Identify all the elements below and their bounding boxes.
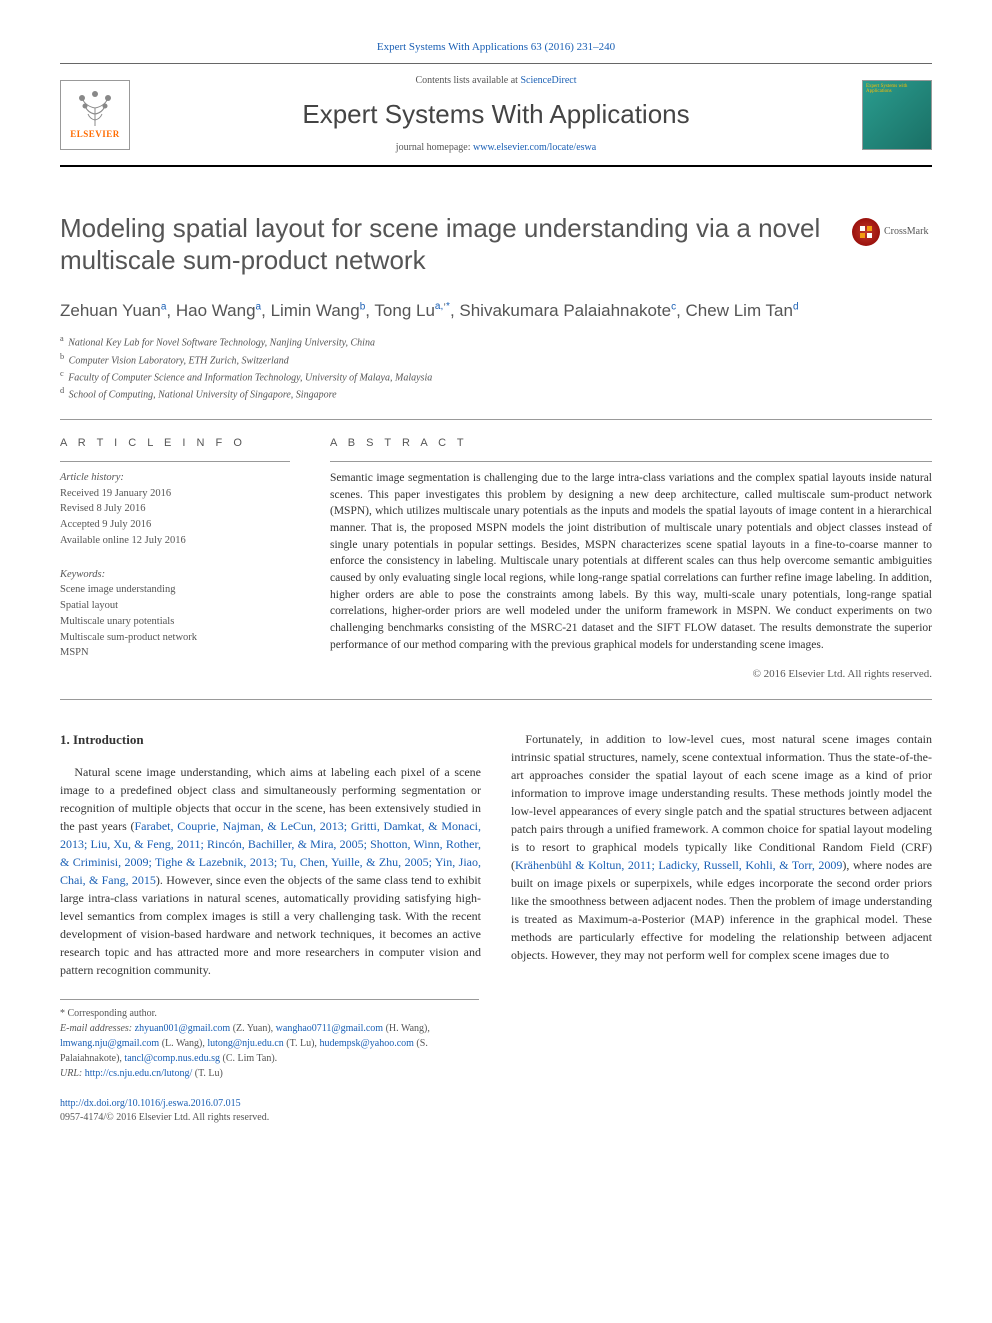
author: Limin Wangb (271, 301, 366, 320)
author: Zehuan Yuana (60, 301, 166, 320)
homepage-link[interactable]: www.elsevier.com/locate/eswa (473, 142, 596, 153)
affiliation: c Faculty of Computer Science and Inform… (60, 368, 932, 385)
corresponding-author: * Corresponding author. (60, 1006, 479, 1021)
header-center: Contents lists available at ScienceDirec… (130, 74, 862, 154)
abstract-text: Semantic image segmentation is challengi… (330, 470, 932, 653)
page: Expert Systems With Applications 63 (201… (0, 0, 992, 1165)
crossmark-badge[interactable]: CrossMark (852, 212, 932, 252)
footnotes: * Corresponding author. E-mail addresses… (60, 999, 479, 1081)
authors-list: Zehuan Yuana, Hao Wanga, Limin Wangb, To… (60, 295, 932, 323)
body-section: 1. Introduction Natural scene image unde… (60, 730, 932, 980)
body-columns: 1. Introduction Natural scene image unde… (60, 730, 932, 980)
homepage-prefix: journal homepage: (396, 142, 473, 153)
author-url-link[interactable]: http://cs.nju.edu.cn/lutong/ (85, 1068, 193, 1079)
url-label: URL: (60, 1068, 82, 1079)
keyword-item: Multiscale unary potentials (60, 614, 290, 630)
author: Hao Wanga (176, 301, 261, 320)
author: Tong Lua,,* (374, 301, 450, 320)
author-url: URL: http://cs.nju.edu.cn/lutong/ (T. Lu… (60, 1066, 479, 1081)
journal-homepage: journal homepage: www.elsevier.com/locat… (130, 141, 862, 155)
article-info-left: A R T I C L E I N F O Article history: R… (60, 436, 290, 683)
doi-link[interactable]: http://dx.doi.org/10.1016/j.eswa.2016.07… (60, 1098, 241, 1109)
citation-link[interactable]: Krähenbühl & Koltun, 2011; Ladicky, Russ… (515, 858, 842, 872)
affiliation: b Computer Vision Laboratory, ETH Zurich… (60, 351, 932, 368)
affiliation: d School of Computing, National Universi… (60, 385, 932, 402)
divider-abstract (330, 461, 932, 462)
divider-1 (60, 419, 932, 420)
journal-cover-thumb: Expert Systems with Applications (862, 80, 932, 150)
crossmark-label: CrossMark (884, 225, 928, 239)
history-item: Available online 12 July 2016 (60, 533, 290, 549)
keyword-item: Multiscale sum-product network (60, 630, 290, 646)
elsevier-logo: ELSEVIER (60, 80, 130, 150)
abstract-block: A B S T R A C T Semantic image segmentat… (330, 436, 932, 683)
email-link[interactable]: lmwang.nju@gmail.com (60, 1038, 159, 1049)
journal-reference: Expert Systems With Applications 63 (201… (60, 40, 932, 55)
abstract-heading: A B S T R A C T (330, 436, 932, 451)
history-item: Accepted 9 July 2016 (60, 517, 290, 533)
email-label: E-mail addresses: (60, 1023, 132, 1034)
email-link[interactable]: tancl@comp.nus.edu.sg (124, 1053, 220, 1064)
sciencedirect-link[interactable]: ScienceDirect (520, 75, 576, 86)
article-history: Article history: Received 19 January 201… (60, 470, 290, 549)
affiliations-list: a National Key Lab for Novel Software Te… (60, 333, 932, 402)
keyword-item: MSPN (60, 645, 290, 661)
keyword-item: Scene image understanding (60, 582, 290, 598)
keywords-block: Keywords: Scene image understanding Spat… (60, 567, 290, 662)
email-link[interactable]: zhyuan001@gmail.com (135, 1023, 231, 1034)
p1-post: ). However, since even the objects of th… (60, 873, 481, 977)
crossmark-icon (852, 218, 880, 246)
article-info-block: A R T I C L E I N F O Article history: R… (60, 436, 932, 683)
p2-pre: Fortunately, in addition to low-level cu… (511, 732, 932, 872)
intro-heading: 1. Introduction (60, 730, 481, 750)
divider-info (60, 461, 290, 462)
author: Shivakumara Palaiahnakotec (459, 301, 676, 320)
copyright-line: © 2016 Elsevier Ltd. All rights reserved… (330, 667, 932, 682)
contents-prefix: Contents lists available at (415, 75, 520, 86)
email-link[interactable]: hudempsk@yahoo.com (319, 1038, 413, 1049)
history-label: Article history: (60, 470, 290, 486)
doi-block: http://dx.doi.org/10.1016/j.eswa.2016.07… (60, 1097, 932, 1125)
email-addresses: E-mail addresses: zhyuan001@gmail.com (Z… (60, 1021, 479, 1066)
cover-text: Expert Systems with Applications (866, 84, 928, 95)
intro-paragraph-2: Fortunately, in addition to low-level cu… (511, 730, 932, 964)
elsevier-label: ELSEVIER (70, 128, 120, 141)
keyword-item: Spatial layout (60, 598, 290, 614)
history-item: Received 19 January 2016 (60, 486, 290, 502)
affiliation: a National Key Lab for Novel Software Te… (60, 333, 932, 350)
intro-paragraph-1: Natural scene image understanding, which… (60, 763, 481, 979)
url-who: (T. Lu) (195, 1068, 223, 1079)
article-info-heading: A R T I C L E I N F O (60, 436, 290, 451)
p2-post: ), where nodes are built on image pixels… (511, 858, 932, 962)
history-item: Revised 8 July 2016 (60, 501, 290, 517)
author: Chew Lim Tand (686, 301, 799, 320)
article-title: Modeling spatial layout for scene image … (60, 212, 832, 277)
elsevier-tree-icon (70, 88, 120, 128)
keywords-label: Keywords: (60, 567, 290, 583)
issn-line: 0957-4174/© 2016 Elsevier Ltd. All right… (60, 1112, 269, 1123)
journal-title: Expert Systems With Applications (130, 96, 862, 132)
contents-line: Contents lists available at ScienceDirec… (130, 74, 862, 88)
divider-2 (60, 699, 932, 700)
email-link[interactable]: lutong@nju.edu.cn (207, 1038, 283, 1049)
journal-header: ELSEVIER Contents lists available at Sci… (60, 63, 932, 166)
email-link[interactable]: wanghao0711@gmail.com (276, 1023, 383, 1034)
